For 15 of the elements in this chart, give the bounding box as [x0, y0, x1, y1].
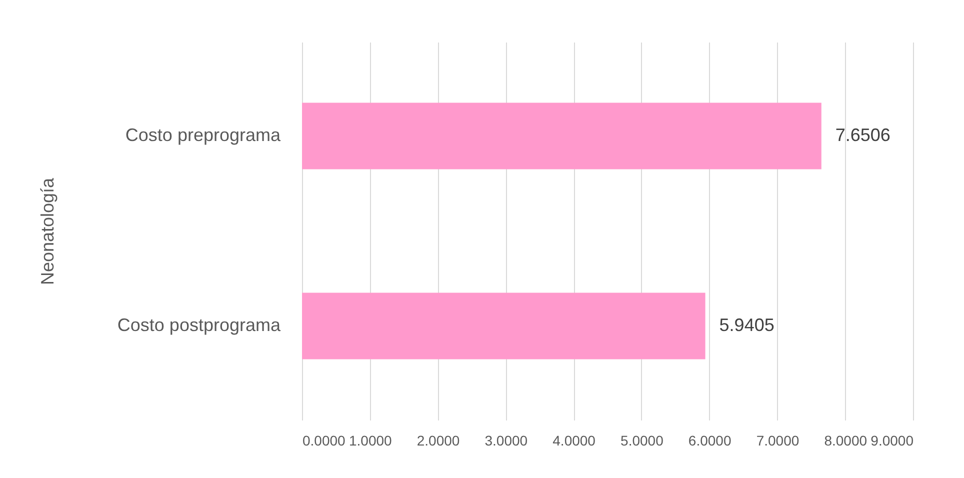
- x-tick-label: 1.0000: [348, 432, 392, 448]
- x-tick-label: 3.0000: [484, 432, 528, 448]
- x-tick-label: 8.0000: [824, 432, 868, 448]
- y-axis-title: Neonatología: [37, 176, 58, 286]
- x-tick-label: 6.0000: [688, 432, 732, 448]
- y-tick-label: Costo preprograma: [125, 125, 282, 146]
- y-tick-label: Costo postprograma: [117, 314, 282, 335]
- x-tick-label: 5.0000: [620, 432, 664, 448]
- x-tick-label: 0.0000: [302, 432, 346, 448]
- x-tick-label: 9.0000: [870, 432, 914, 448]
- x-tick-label: 4.0000: [552, 432, 596, 448]
- x-tick-label: 2.0000: [416, 432, 460, 448]
- data-label: 7.6506: [835, 125, 890, 146]
- data-label: 5.9405: [719, 314, 774, 335]
- x-tick-label: 7.0000: [756, 432, 800, 448]
